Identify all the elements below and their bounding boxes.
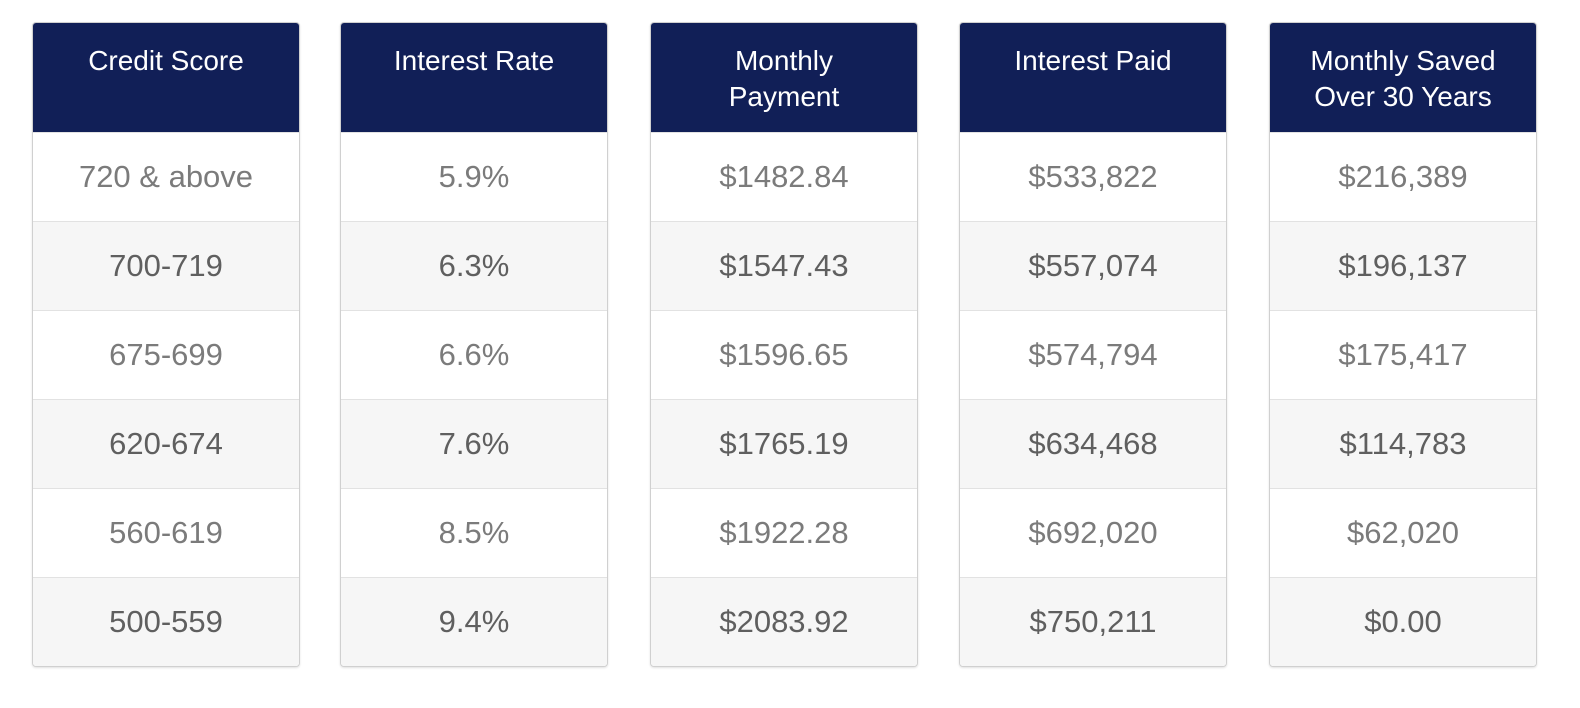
table-cell: $533,822 bbox=[960, 132, 1226, 221]
table-cell: 720 & above bbox=[33, 132, 299, 221]
table-cell: $2083.92 bbox=[651, 577, 917, 666]
table-cell: $1547.43 bbox=[651, 221, 917, 310]
table-cell: 675-699 bbox=[33, 310, 299, 399]
table-cell: 9.4% bbox=[341, 577, 607, 666]
column-header: Interest Paid bbox=[960, 23, 1226, 132]
column-header: Interest Rate bbox=[341, 23, 607, 132]
table-cell: 560-619 bbox=[33, 488, 299, 577]
column-header: Credit Score bbox=[33, 23, 299, 132]
column-header: Monthly Payment bbox=[651, 23, 917, 132]
column-monthly-saved: Monthly Saved Over 30 Years $216,389 $19… bbox=[1269, 22, 1537, 667]
column-interest-rate: Interest Rate 5.9% 6.3% 6.6% 7.6% 8.5% 9… bbox=[340, 22, 608, 667]
column-credit-score: Credit Score 720 & above 700-719 675-699… bbox=[32, 22, 300, 667]
table-cell: $574,794 bbox=[960, 310, 1226, 399]
table-cell: $0.00 bbox=[1270, 577, 1536, 666]
table-cell: 620-674 bbox=[33, 399, 299, 488]
table-cell: 8.5% bbox=[341, 488, 607, 577]
table-cell: $114,783 bbox=[1270, 399, 1536, 488]
column-monthly-payment: Monthly Payment $1482.84 $1547.43 $1596.… bbox=[650, 22, 918, 667]
table-cell: $1482.84 bbox=[651, 132, 917, 221]
table-cell: 5.9% bbox=[341, 132, 607, 221]
table-cell: $692,020 bbox=[960, 488, 1226, 577]
table-cell: $1922.28 bbox=[651, 488, 917, 577]
table-cell: 700-719 bbox=[33, 221, 299, 310]
column-interest-paid: Interest Paid $533,822 $557,074 $574,794… bbox=[959, 22, 1227, 667]
table-cell: $62,020 bbox=[1270, 488, 1536, 577]
table-cell: $1765.19 bbox=[651, 399, 917, 488]
table-cell: $196,137 bbox=[1270, 221, 1536, 310]
table-cell: 500-559 bbox=[33, 577, 299, 666]
table-cell: $175,417 bbox=[1270, 310, 1536, 399]
table-cell: $750,211 bbox=[960, 577, 1226, 666]
table-cell: 6.6% bbox=[341, 310, 607, 399]
table-cell: $557,074 bbox=[960, 221, 1226, 310]
table-cell: 6.3% bbox=[341, 221, 607, 310]
table-cell: $1596.65 bbox=[651, 310, 917, 399]
table-cell: 7.6% bbox=[341, 399, 607, 488]
table-cell: $216,389 bbox=[1270, 132, 1536, 221]
table-cell: $634,468 bbox=[960, 399, 1226, 488]
column-header: Monthly Saved Over 30 Years bbox=[1270, 23, 1536, 132]
